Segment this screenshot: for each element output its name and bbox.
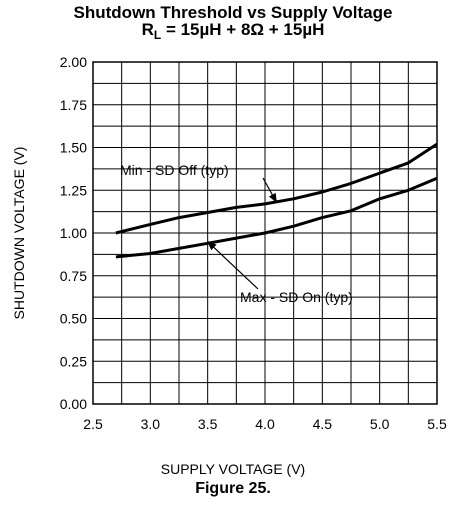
figure-label: Figure 25. (0, 480, 466, 498)
y-tick-label: 2.00 (60, 54, 87, 70)
y-tick-label: 0.75 (60, 268, 87, 284)
y-tick-label: 0.00 (60, 396, 87, 412)
y-axis-label: SHUTDOWN VOLTAGE (V) (11, 147, 27, 320)
y-tick-label: 0.25 (60, 353, 87, 369)
x-tick-label: 5.5 (427, 416, 447, 432)
x-axis-ticks: 2.5 3.0 3.5 4.0 4.5 5.0 5.5 (83, 416, 447, 432)
annotation-label: Min - SD Off (typ) (120, 162, 229, 178)
series-line-min-sd-off (116, 144, 437, 233)
y-tick-label: 0.50 (60, 311, 87, 327)
y-tick-label: 1.00 (60, 225, 87, 241)
y-tick-label: 1.25 (60, 182, 87, 198)
chart-plot: 0.00 0.25 0.50 0.75 1.00 1.25 1.50 1.75 2.00 2.5… (0, 0, 466, 460)
x-tick-label: 3.5 (198, 416, 218, 432)
y-tick-label: 1.50 (60, 140, 87, 156)
x-tick-label: 4.5 (313, 416, 333, 432)
x-tick-label: 4.0 (255, 416, 275, 432)
annotation-arrow (208, 242, 258, 289)
x-tick-label: 2.5 (83, 416, 103, 432)
y-tick-label: 1.75 (60, 97, 87, 113)
annotation-label: Max - SD On (typ) (240, 289, 353, 305)
x-tick-label: 3.0 (141, 416, 161, 432)
x-axis-label: SUPPLY VOLTAGE (V) (0, 461, 466, 477)
x-tick-label: 5.0 (370, 416, 390, 432)
y-axis-ticks: 0.00 0.25 0.50 0.75 1.00 1.25 1.50 1.75 2.00 (60, 54, 87, 412)
